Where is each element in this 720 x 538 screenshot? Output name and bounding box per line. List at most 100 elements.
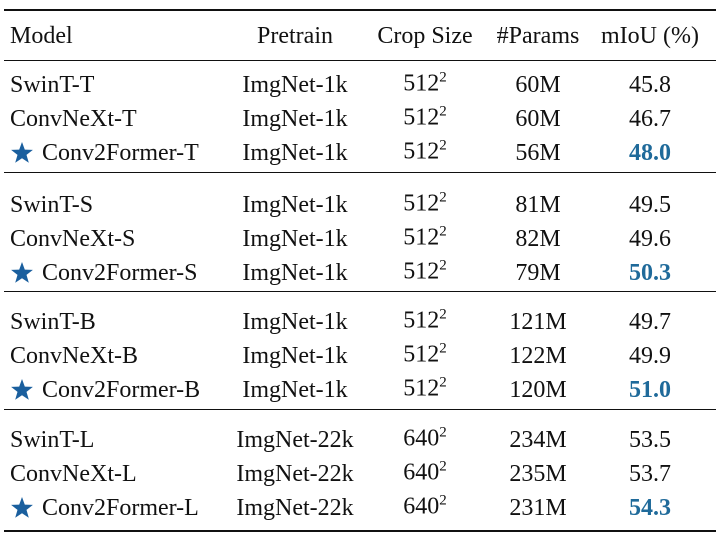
- pretrain-cell: ImgNet-1k: [242, 226, 348, 252]
- crop-cell: 5122: [403, 223, 447, 256]
- crop-base: 512: [403, 307, 440, 334]
- model-cell: ConvNeXt-B: [10, 343, 138, 369]
- pretrain-cell: ImgNet-22k: [236, 461, 354, 487]
- crop-cell: 5122: [403, 257, 447, 290]
- header-cell: Model: [10, 23, 73, 49]
- crop-exp: 2: [439, 189, 447, 206]
- params-cell: 234M: [509, 427, 567, 453]
- params-cell: 235M: [509, 461, 567, 487]
- miou-cell: 53.5: [629, 427, 671, 453]
- crop-base: 512: [403, 138, 440, 165]
- crop-exp: 2: [439, 424, 447, 441]
- model-cell: Conv2Former-L: [42, 495, 199, 521]
- crop-base: 512: [403, 190, 440, 217]
- bottom-rule: [4, 530, 716, 532]
- crop-base: 640: [403, 425, 440, 452]
- model-cell: Conv2Former-T: [42, 140, 199, 166]
- crop-exp: 2: [439, 306, 447, 323]
- crop-exp: 2: [439, 340, 447, 357]
- header-cell: Pretrain: [257, 23, 333, 49]
- pretrain-cell: ImgNet-1k: [242, 72, 348, 98]
- miou-cell: 45.8: [629, 72, 671, 98]
- model-cell: SwinT-B: [10, 309, 96, 335]
- star: [11, 142, 33, 163]
- model-cell: SwinT-L: [10, 427, 95, 453]
- miou-cell: 46.7: [629, 106, 671, 132]
- crop-cell: 5122: [403, 189, 447, 222]
- crop-exp: 2: [439, 103, 447, 120]
- miou-cell: 48.0: [629, 140, 671, 166]
- crop-base: 512: [403, 104, 440, 131]
- pretrain-cell: ImgNet-1k: [242, 343, 348, 369]
- model-cell: SwinT-T: [10, 72, 95, 98]
- pretrain-cell: ImgNet-1k: [242, 192, 348, 218]
- miou-cell: 49.6: [629, 226, 671, 252]
- group-rule: [4, 172, 716, 173]
- pretrain-cell: ImgNet-1k: [242, 309, 348, 335]
- top-rule: [4, 9, 716, 11]
- model-cell: ConvNeXt-T: [10, 106, 137, 132]
- crop-cell: 5122: [403, 103, 447, 136]
- star: [11, 497, 33, 518]
- params-cell: 56M: [515, 140, 561, 166]
- crop-base: 512: [403, 70, 440, 97]
- params-cell: 60M: [515, 72, 561, 98]
- pretrain-cell: ImgNet-1k: [242, 377, 348, 403]
- pretrain-cell: ImgNet-1k: [242, 140, 348, 166]
- group-rule: [4, 291, 716, 292]
- star-icon: [10, 141, 34, 165]
- miou-cell: 49.5: [629, 192, 671, 218]
- params-cell: 121M: [509, 309, 567, 335]
- star-icon: [10, 261, 34, 285]
- star-icon: [10, 378, 34, 402]
- miou-cell: 53.7: [629, 461, 671, 487]
- crop-cell: 5122: [403, 374, 447, 407]
- crop-exp: 2: [439, 374, 447, 391]
- crop-cell: 6402: [403, 492, 447, 525]
- miou-cell: 51.0: [629, 377, 671, 403]
- crop-base: 512: [403, 341, 440, 368]
- params-cell: 122M: [509, 343, 567, 369]
- crop-cell: 5122: [403, 137, 447, 170]
- crop-base: 512: [403, 258, 440, 285]
- crop-cell: 6402: [403, 458, 447, 491]
- params-cell: 231M: [509, 495, 567, 521]
- crop-cell: 5122: [403, 306, 447, 339]
- miou-cell: 50.3: [629, 260, 671, 286]
- header-cell: #Params: [496, 23, 580, 49]
- pretrain-cell: ImgNet-22k: [236, 427, 354, 453]
- star-icon: [10, 496, 34, 520]
- crop-base: 512: [403, 224, 440, 251]
- crop-base: 640: [403, 493, 440, 520]
- crop-base: 640: [403, 459, 440, 486]
- star: [11, 379, 33, 400]
- params-cell: 79M: [515, 260, 561, 286]
- model-cell: SwinT-S: [10, 192, 94, 218]
- group-rule: [4, 409, 716, 410]
- params-cell: 82M: [515, 226, 561, 252]
- crop-cell: 6402: [403, 424, 447, 457]
- model-cell: Conv2Former-B: [42, 377, 201, 403]
- crop-cell: 5122: [403, 69, 447, 102]
- crop-exp: 2: [439, 137, 447, 154]
- crop-exp: 2: [439, 257, 447, 274]
- header-cell: Crop Size: [377, 23, 473, 49]
- crop-exp: 2: [439, 458, 447, 475]
- params-cell: 120M: [509, 377, 567, 403]
- model-cell: Conv2Former-S: [42, 260, 198, 286]
- miou-cell: 54.3: [629, 495, 671, 521]
- pretrain-cell: ImgNet-1k: [242, 106, 348, 132]
- model-cell: ConvNeXt-L: [10, 461, 137, 487]
- star: [11, 262, 33, 283]
- params-cell: 60M: [515, 106, 561, 132]
- header-rule: [4, 60, 716, 61]
- pretrain-cell: ImgNet-1k: [242, 260, 348, 286]
- params-cell: 81M: [515, 192, 561, 218]
- miou-cell: 49.9: [629, 343, 671, 369]
- crop-base: 512: [403, 375, 440, 402]
- pretrain-cell: ImgNet-22k: [236, 495, 354, 521]
- crop-exp: 2: [439, 223, 447, 240]
- crop-exp: 2: [439, 492, 447, 509]
- crop-cell: 5122: [403, 340, 447, 373]
